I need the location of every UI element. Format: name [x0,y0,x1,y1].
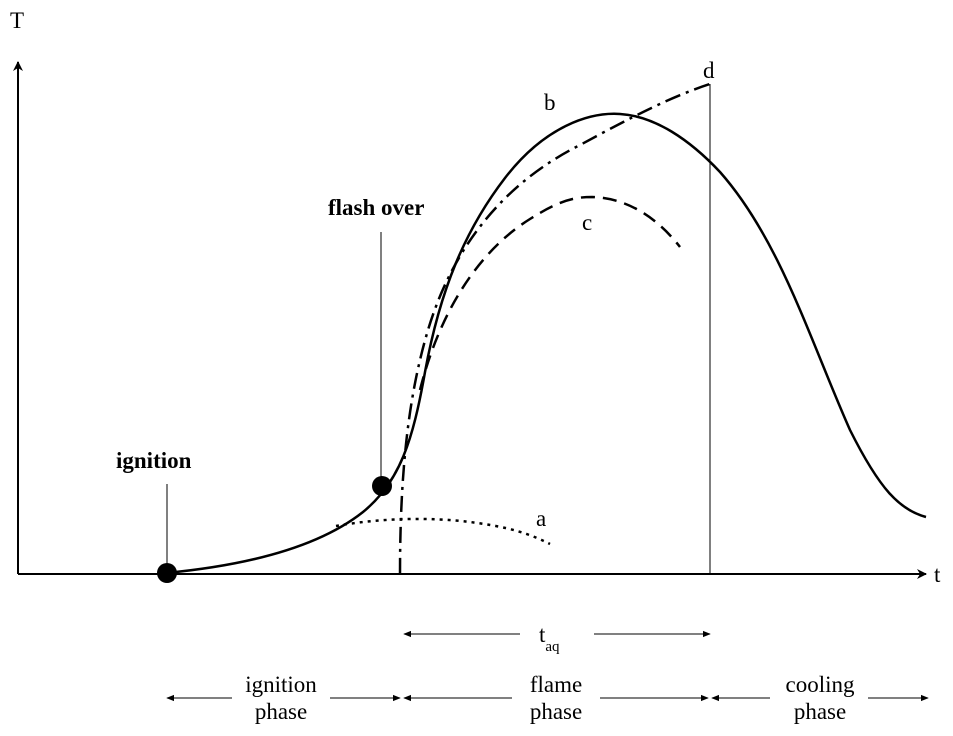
curve-b [165,112,927,575]
cooling-phase-line2: phase [794,699,846,724]
ignition-label: ignition [116,448,192,473]
ignition-phase-line1: ignition [245,672,317,697]
curve-a [335,517,551,546]
duration-label: taq [539,622,560,655]
curve-a-label: a [536,506,546,531]
flame-phase-line2: phase [530,699,582,724]
curve-c [418,195,681,391]
curve-b-label: b [544,90,556,115]
x-axis-label: t [934,562,941,587]
ignition-phase-line2: phase [255,699,307,724]
flash-over-label: flash over [328,195,424,220]
flame-phase-line1: flame [530,672,582,697]
curve-d-label: d [703,58,715,83]
curve-d [398,82,711,575]
duration-subscript: aq [545,639,560,655]
curve-c-label: c [582,210,592,235]
flash-over-point [372,476,392,496]
duration-main: t [539,622,546,647]
cooling-phase-line1: cooling [786,672,855,697]
y-axis-label: T [10,8,24,33]
ignition-point [157,563,177,583]
